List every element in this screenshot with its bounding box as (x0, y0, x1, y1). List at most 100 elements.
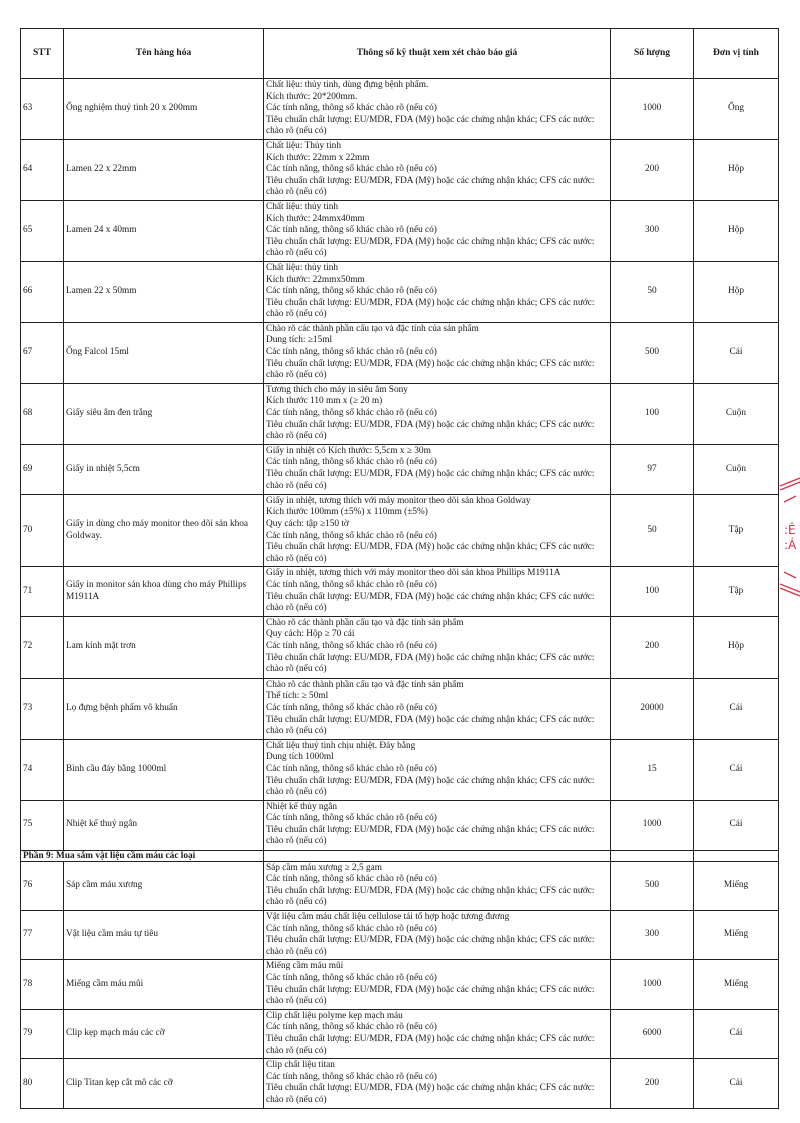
quantity-cell: 500 (610, 321, 694, 384)
spec-line: Clip chất liệu polyme kẹp mạch máu (266, 1010, 403, 1021)
item-name-cell: Giấy in monitor sản khoa dùng cho máy Ph… (63, 566, 264, 617)
quantity-cell: 200 (610, 138, 694, 201)
spec-line: Chất liệu: thủy tinh (266, 262, 339, 273)
item-name-cell: Ống nghiệm thuỷ tinh 20 x 200mm (63, 78, 264, 140)
unit-cell: Miếng (693, 860, 779, 912)
unit-cell: Hộp (693, 138, 779, 201)
spec-line: Các tính năng, thông số khác chào rõ (nế… (266, 1071, 437, 1082)
spec-line: Các tính năng, thông số khác chào rõ (nế… (266, 457, 437, 468)
table-row: 65 Lamen 24 x 40mm Chất liệu: thủy tinh K… (20, 199, 779, 262)
spec-line: Tiêu chuẩn chất lượng: EU/MDR, FDA (Mỹ) … (266, 1083, 595, 1105)
table-row: 67 Ống Falcol 15ml Chào rõ các thành phầ… (20, 321, 779, 384)
table-row: 74 Bình cầu đáy bằng 1000ml Chất liệu th… (20, 738, 779, 801)
spec-cell: Miếng cầm máu mũi Các tính năng, thông số… (263, 959, 611, 1010)
item-name-cell: Clip Titan kẹp cắt mô các cỡ (63, 1058, 264, 1109)
table-row: 69 Giấy in nhiệt 5,5cm Giấy in nhiệt có … (20, 443, 779, 495)
table-row: 76 Sáp cầm máu xương Sáp cầm máu xương ≥… (20, 860, 779, 912)
spec-cell: Tương thích cho máy in siêu âm Sony Kích … (263, 382, 611, 445)
spec-line: Tiêu chuẩn chất lượng: EU/MDR, FDA (Mỹ) … (266, 714, 595, 737)
item-name-cell: Miếng cầm máu mũi (63, 959, 264, 1010)
spec-cell: Chào rõ các thành phần cấu tạo và đặc tí… (263, 321, 611, 384)
spec-line: Giấy in nhiệt có Kích thước: 5,5cm x ≥ 3… (266, 445, 431, 456)
item-name-cell: Ống Falcol 15ml (63, 321, 264, 384)
spec-line: Tiêu chuẩn chất lượng: EU/MDR, FDA (Mỹ) … (266, 419, 595, 442)
spec-line: Các tính năng, thông số khác chào rõ (nế… (266, 813, 437, 824)
spec-line: Chào rõ các thành phần cấu tạo và đặc tí… (266, 679, 464, 690)
spec-line: Dung tích: ≥15ml (266, 335, 333, 346)
spec-line: Quy cách: tập ≥150 tờ (266, 519, 349, 529)
stt-cell: 74 (20, 738, 64, 801)
unit-cell: Cuộn (693, 382, 779, 445)
table-row: 80 Clip Titan kẹp cắt mô các cỡ Clip chấ… (20, 1058, 779, 1109)
spec-cell: Chất liệu: Thủy tinh Kích thước: 22mm x 2… (263, 138, 611, 201)
spec-line: Tiêu chuẩn chất lượng: EU/MDR, FDA (Mỹ) … (266, 175, 595, 198)
spec-cell: Sáp cầm máu xương ≥ 2,5 gam Các tính năng… (263, 860, 611, 912)
stt-cell: 71 (20, 566, 64, 617)
spec-line: Tiêu chuẩn chất lượng: EU/MDR, FDA (Mỹ) … (266, 469, 595, 491)
table-row: 64 Lamen 22 x 22mm Chất liệu: Thủy tinh K… (20, 138, 779, 201)
spec-line: Vật liệu cầm máu chất liệu cellulose tái… (266, 912, 510, 923)
item-name-cell: Bình cầu đáy bằng 1000ml (63, 738, 264, 801)
quantity-cell: 1000 (610, 959, 694, 1010)
spec-line: Clip chất liệu titan (266, 1060, 335, 1071)
stt-cell: 73 (20, 677, 64, 740)
spec-cell: Giấy in nhiệt, tương thích với máy monit… (263, 566, 611, 617)
spec-cell: Giấy in nhiệt, tương thích với máy monit… (263, 493, 611, 568)
unit-cell: Tập (693, 566, 779, 617)
item-name-cell: Sáp cầm máu xương (63, 860, 264, 912)
item-name-cell: Giấy in nhiệt 5,5cm (63, 443, 264, 495)
table-row: 77 Vật liệu cầm máu tự tiêu Vật liệu cầm… (20, 910, 779, 961)
table-row: 78 Miếng cầm máu mũi Miếng cầm máu mũi Cá… (20, 959, 779, 1010)
stt-cell: 66 (20, 260, 64, 323)
spec-cell: Clip chất liệu titan Các tính năng, thông… (263, 1058, 611, 1109)
spec-line: Các tính năng, thông số khác chào rõ (nế… (266, 923, 437, 934)
spec-cell: Giấy in nhiệt có Kích thước: 5,5cm x ≥ 3… (263, 443, 611, 495)
unit-cell: Tập (693, 493, 779, 568)
spec-line: Miếng cầm máu mũi (266, 961, 344, 972)
spec-line: Tiêu chuẩn chất lượng: EU/MDR, FDA (Mỹ) … (266, 297, 595, 320)
quantity-cell: 1000 (610, 78, 694, 140)
spec-line: Tiêu chuẩn chất lượng: EU/MDR, FDA (Mỹ) … (266, 591, 595, 614)
spec-line: Tiêu chuẩn chất lượng: EU/MDR, FDA (Mỹ) … (266, 775, 595, 798)
spec-line: Chất liệu: thủy tinh, dùng đựng bệnh phẩ… (266, 80, 429, 90)
spec-line: Tiêu chuẩn chất lượng: EU/MDR, FDA (Mỹ) … (266, 358, 595, 381)
spec-line: Chất liệu: Thủy tinh (266, 140, 341, 151)
spec-line: Tiêu chuẩn chất lượng: EU/MDR, FDA (Mỹ) … (266, 542, 595, 564)
item-name-cell: Clip kẹp mạch máu các cỡ (63, 1008, 264, 1060)
unit-cell: Cái (693, 321, 779, 384)
spec-cell: Clip chất liệu polyme kẹp mạch máu Các tí… (263, 1008, 611, 1060)
item-name-cell: Lamen 22 x 22mm (63, 138, 264, 201)
spec-line: Các tính năng, thông số khác chào rõ (nế… (266, 530, 437, 541)
spec-line: Tiêu chuẩn chất lượng: EU/MDR, FDA (Mỹ) … (266, 885, 595, 908)
spec-line: Các tính năng, thông số khác chào rõ (nế… (266, 973, 437, 984)
spec-line: Các tính năng, thông số khác chào rõ (nế… (266, 408, 437, 419)
spec-line: Kích thước 110 mm x (≥ 20 m) (266, 396, 383, 407)
section-row: Phần 9: Mua sắm vật liệu cầm máu các loạ… (20, 849, 779, 862)
procurement-table: STT Tên hàng hóa Thông số kỹ thuật xem x… (20, 28, 779, 1109)
spec-cell: Chất liệu: thủy tinh Kích thước: 22mmx50m… (263, 260, 611, 323)
stt-cell: 76 (20, 860, 64, 912)
spec-line: Kích thước 100mm (±5%) x 110mm (±5%) (266, 507, 428, 518)
table-row: 63 Ống nghiệm thuỷ tinh 20 x 200mm Chất … (20, 78, 779, 140)
item-name-cell: Lamen 22 x 50mm (63, 260, 264, 323)
table-header-row: STT Tên hàng hóa Thông số kỹ thuật xem x… (20, 28, 779, 79)
spec-line: Các tính năng, thông số khác chào rõ (nế… (266, 640, 437, 651)
header-name: Tên hàng hóa (63, 28, 264, 79)
table-row: 66 Lamen 22 x 50mm Chất liệu: thủy tinh K… (20, 260, 779, 323)
quantity-cell: 6000 (610, 1008, 694, 1060)
spec-line: Các tính năng, thông số khác chào rõ (nế… (266, 1022, 437, 1033)
table-row: 70 Giấy in dùng cho máy monitor theo dõi… (20, 493, 779, 568)
header-stt: STT (20, 28, 64, 79)
red-stamp-edge: :Ê :Á (779, 477, 800, 597)
empty-cell (610, 849, 694, 862)
table-row: 68 Giấy siêu âm đen trắng Tương thích ch… (20, 382, 779, 445)
quantity-cell: 20000 (610, 677, 694, 740)
stt-cell: 79 (20, 1008, 64, 1060)
table-row: 73 Lọ đựng bệnh phẩm vô khuẩn Chào rõ cá… (20, 677, 779, 740)
stt-cell: 65 (20, 199, 64, 262)
spec-line: Chào rõ các thành phần cấu tạo và đặc tí… (266, 617, 464, 628)
spec-line: Thể tích: ≥ 50ml (266, 691, 329, 702)
header-spec: Thông số kỹ thuật xem xét chào báo giá (263, 28, 611, 79)
spec-line: Kích thước: 22mmx50mm (266, 274, 365, 285)
unit-cell: Cái (693, 1008, 779, 1060)
